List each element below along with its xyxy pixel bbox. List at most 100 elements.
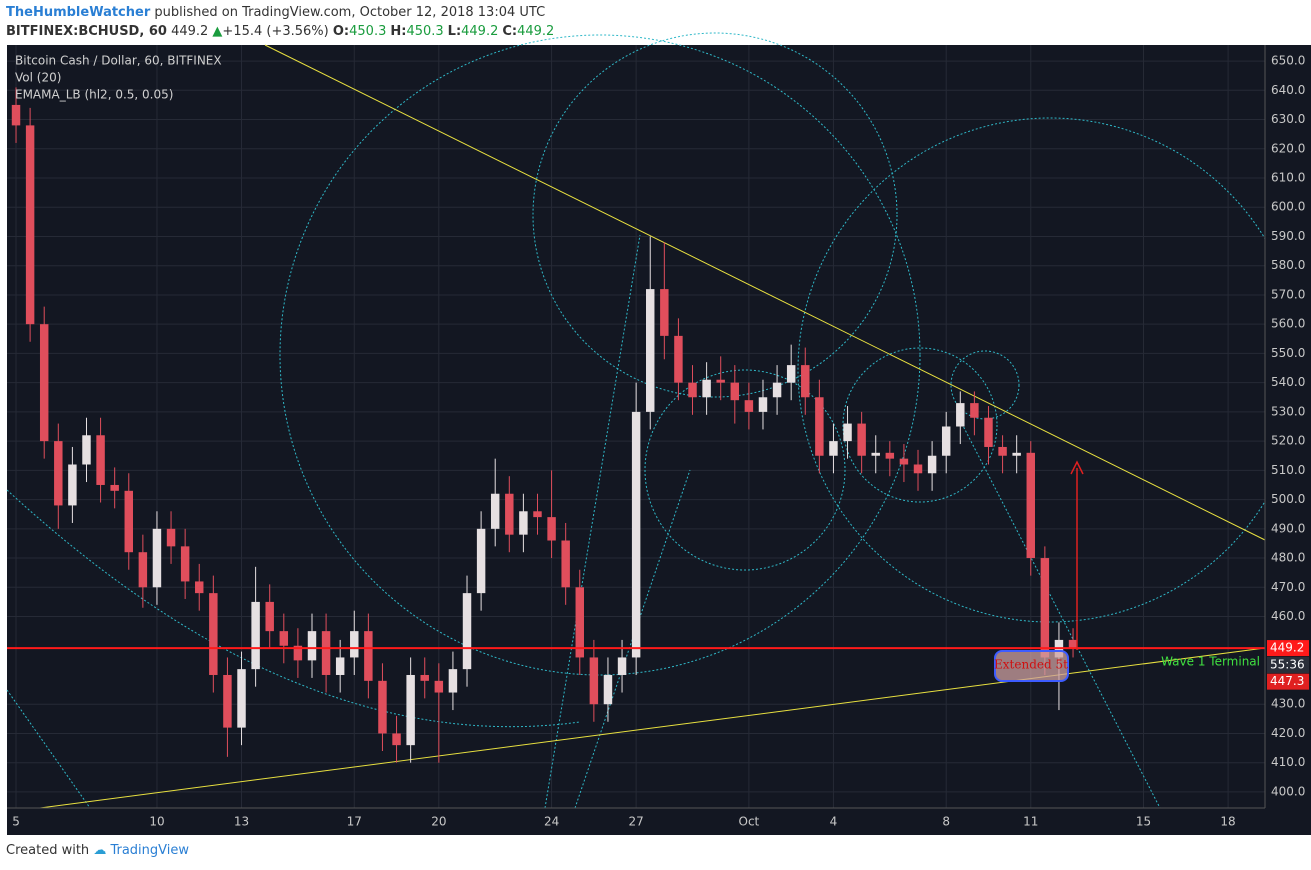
y-tick-label: 470.0	[1271, 580, 1305, 594]
ohlc-value: 449.2	[517, 24, 555, 39]
candle-body	[857, 423, 866, 456]
last: 449.2	[171, 24, 209, 39]
candle-body	[476, 528, 486, 594]
y-tick-label: 520.0	[1271, 434, 1305, 448]
x-tick-label: 27	[629, 815, 644, 829]
candle-body	[350, 631, 359, 658]
y-tick-label: 650.0	[1271, 54, 1305, 68]
ohlc-label: O:	[332, 24, 350, 39]
candle-body	[998, 446, 1007, 456]
y-tick-label: 590.0	[1271, 229, 1305, 243]
candle-body	[744, 400, 754, 412]
candle-body	[152, 528, 162, 588]
symbol: BITFINEX:BCHUSD, 60	[6, 24, 167, 39]
y-tick-label: 530.0	[1271, 404, 1305, 418]
candle-body	[716, 379, 725, 383]
price-label: 449.2	[1270, 641, 1304, 655]
candle-body	[688, 382, 697, 398]
candle-body	[39, 324, 49, 442]
candle-body	[82, 435, 91, 465]
header-line: BITFINEX:BCHUSD, 60 449.2 ▲+15.4 (+3.56%…	[6, 22, 558, 41]
ohlc: O:450.3 H:450.3 L:449.2 C:449.2	[333, 24, 558, 39]
candle-body	[660, 289, 669, 336]
created: Created with	[6, 843, 90, 858]
candle-body	[772, 382, 782, 398]
candle-body	[674, 335, 683, 383]
y-tick-label: 580.0	[1271, 258, 1305, 272]
candle-body	[913, 464, 923, 474]
x-tick-label: 13	[234, 815, 249, 829]
candle-body	[307, 631, 317, 661]
y-tick-label: 570.0	[1271, 287, 1305, 301]
candle-body	[871, 452, 880, 456]
candle-body	[843, 423, 852, 442]
candle-body	[321, 631, 331, 675]
header-line: TheHumbleWatcher published on TradingVie…	[6, 3, 558, 22]
y-tick-label: 420.0	[1271, 726, 1305, 740]
y-tick-label: 550.0	[1271, 346, 1305, 360]
ohlc-value: 449.2	[461, 24, 499, 39]
candle-body	[279, 631, 289, 646]
candle-body	[730, 382, 740, 401]
candle-body	[490, 493, 500, 529]
fib-circle	[842, 347, 998, 503]
y-tick-label: 460.0	[1271, 609, 1305, 623]
y-tick-label: 560.0	[1271, 317, 1305, 331]
ohlc-label: L:	[447, 24, 462, 39]
fib-circle	[644, 369, 846, 571]
candle-body	[829, 441, 838, 456]
candle-body	[68, 464, 77, 506]
candle-body	[378, 680, 387, 734]
candle-body	[575, 587, 584, 658]
candle-body	[533, 511, 542, 518]
candle-body	[434, 680, 444, 693]
candle-body	[631, 411, 641, 658]
x-tick-label: 24	[544, 815, 559, 829]
plot-bg	[7, 45, 1311, 835]
brand[interactable]: TradingView	[110, 843, 189, 858]
price-label-bg	[1267, 640, 1309, 657]
legend-item: Vol (20)	[15, 71, 61, 85]
fib-line	[959, 419, 1161, 809]
candle-body	[166, 528, 176, 547]
candle-body	[758, 397, 768, 412]
y-tick-label: 490.0	[1271, 521, 1305, 535]
candle-body	[519, 511, 528, 535]
published: published on TradingView.com, October 12…	[154, 5, 546, 20]
y-tick-label: 500.0	[1271, 492, 1305, 506]
y-tick-label: 620.0	[1271, 141, 1305, 155]
candle-body	[617, 657, 627, 675]
y-tick-label: 630.0	[1271, 112, 1305, 126]
candle-body	[96, 435, 105, 485]
candle-body	[364, 631, 373, 681]
candle-body	[984, 417, 993, 447]
ohlc-value: 450.3	[349, 24, 387, 39]
y-tick-label: 600.0	[1271, 200, 1305, 214]
candle-body	[561, 540, 570, 588]
candle-body	[1068, 639, 1078, 649]
fib-circle	[532, 32, 898, 398]
candle-body	[970, 403, 979, 418]
candle-body	[124, 490, 133, 553]
price-label-bg	[1267, 657, 1309, 673]
fib-line	[6, 689, 91, 809]
author[interactable]: TheHumbleWatcher	[6, 5, 151, 20]
fib-circle	[279, 34, 921, 676]
candle-body	[209, 593, 218, 675]
candle-body	[237, 669, 246, 728]
candle-body	[335, 657, 345, 675]
y-tick-label: 480.0	[1271, 551, 1305, 565]
x-tick-label: 17	[347, 815, 362, 829]
x-tick-label: 11	[1023, 815, 1038, 829]
candle-body	[1040, 558, 1050, 658]
candle-body	[420, 674, 429, 681]
x-tick-label: 4	[830, 815, 838, 829]
candle-body	[265, 601, 274, 632]
x-tick-label: 10	[149, 815, 164, 829]
candle-body	[293, 645, 303, 661]
legend-title: Bitcoin Cash / Dollar, 60, BITFINEX	[15, 54, 222, 68]
x-tick-label: 20	[431, 815, 446, 829]
candle-body	[885, 452, 895, 459]
candle-body	[11, 104, 21, 126]
